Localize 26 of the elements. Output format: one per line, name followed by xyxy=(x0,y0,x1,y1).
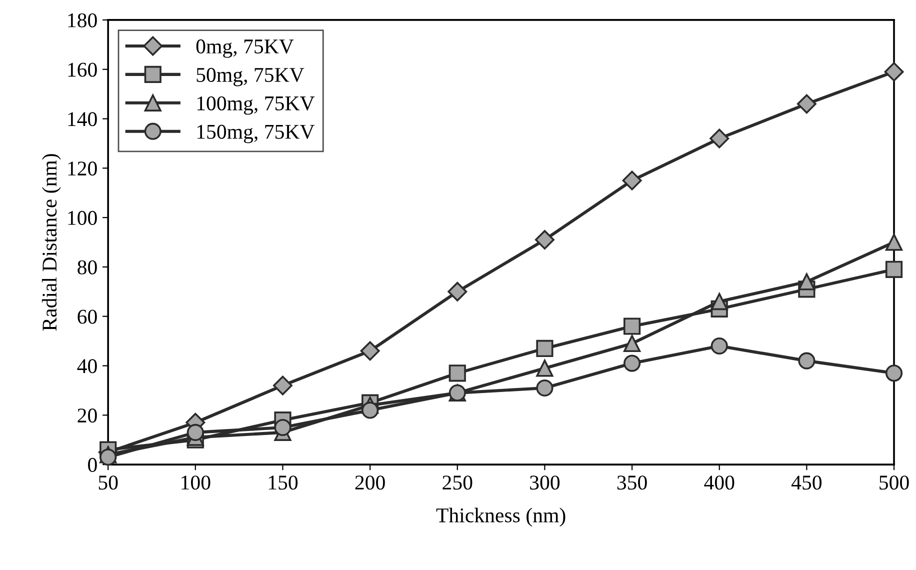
x-tick-label: 400 xyxy=(704,476,734,490)
y-tick-label: 40 xyxy=(77,359,97,374)
y-tick-label: 180 xyxy=(68,13,97,28)
y-tick-label: 120 xyxy=(68,162,97,176)
x-tick-label: 350 xyxy=(617,476,647,490)
y-tick-label: 20 xyxy=(78,408,97,423)
y-tick-label: 140 xyxy=(68,112,97,126)
y-tick-label: 80 xyxy=(78,260,97,274)
x-axis-title: Thickness (nm) xyxy=(436,508,566,527)
x-tick-label: 500 xyxy=(880,476,909,490)
x-tick-label: 150 xyxy=(268,476,298,490)
legend-label: 150mg, 75KV xyxy=(197,124,315,144)
x-tick-label: 200 xyxy=(355,476,385,490)
x-tick-label: 100 xyxy=(182,476,210,490)
legend-label: 100mg, 75KV xyxy=(197,96,315,115)
x-tick-label: 50 xyxy=(98,476,118,490)
y-tick-label: 160 xyxy=(68,62,97,77)
y-tick-label: 60 xyxy=(78,310,97,324)
y-tick-label: 100 xyxy=(68,210,97,225)
x-tick-label: 250 xyxy=(442,476,472,490)
legend-label: 0mg, 75KV xyxy=(196,39,294,58)
y-axis-title: Radial Distance (nm) xyxy=(42,154,61,331)
x-tick-label: 450 xyxy=(791,476,822,490)
x-tick-label: 300 xyxy=(530,476,560,490)
legend-label: 50mg, 75KV xyxy=(196,68,304,86)
y-tick-label: 0 xyxy=(88,458,97,472)
